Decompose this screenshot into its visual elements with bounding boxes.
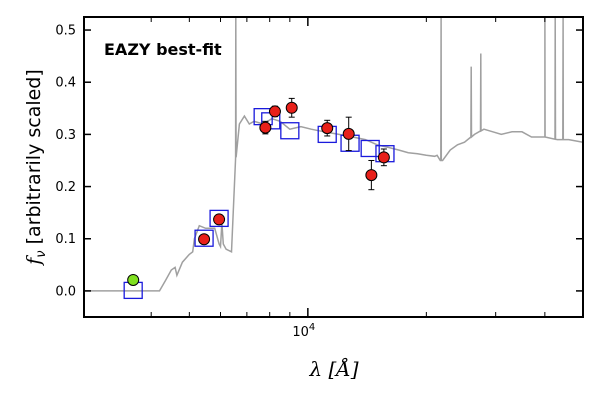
upper-limit-point xyxy=(127,273,140,286)
x-tick-label: 104 xyxy=(292,322,315,340)
y-tick-label: 0.3 xyxy=(55,128,76,143)
model-flux-square xyxy=(360,139,380,158)
y-axis-text: [arbitrarily scaled] xyxy=(23,69,45,250)
y-axis-subscript: ν xyxy=(34,250,49,257)
plot-background xyxy=(84,17,583,317)
y-tick-label: 0.2 xyxy=(55,180,76,195)
model-flux-square xyxy=(194,229,214,247)
observed-point xyxy=(285,101,298,114)
y-tick-label: 0.0 xyxy=(55,284,76,299)
y-tick-label: 0.4 xyxy=(55,76,76,91)
chart-annotation: EAZY best-fit xyxy=(104,40,222,59)
observed-point xyxy=(365,169,378,182)
x-tick-label-exp: 4 xyxy=(309,322,315,333)
y-axis-label: fν [arbitrarily scaled] xyxy=(23,69,49,267)
model-flux-square xyxy=(280,122,300,140)
plot-frame xyxy=(83,16,584,318)
x-tick-label-base: 10 xyxy=(292,325,309,340)
observed-point xyxy=(377,151,390,164)
x-axis-label: λ [Å] xyxy=(308,356,358,381)
observed-point xyxy=(268,105,281,118)
y-axis-symbol: f xyxy=(23,255,45,267)
template-spectrum-line xyxy=(84,16,584,292)
observed-point xyxy=(198,233,211,246)
y-tick-label: 0.1 xyxy=(55,232,76,247)
model-flux-square xyxy=(209,209,229,228)
observed-point xyxy=(342,127,355,140)
observed-point xyxy=(259,121,272,134)
observed-point xyxy=(321,122,334,135)
observed-point xyxy=(213,213,226,226)
y-tick-label: 0.5 xyxy=(55,24,76,39)
